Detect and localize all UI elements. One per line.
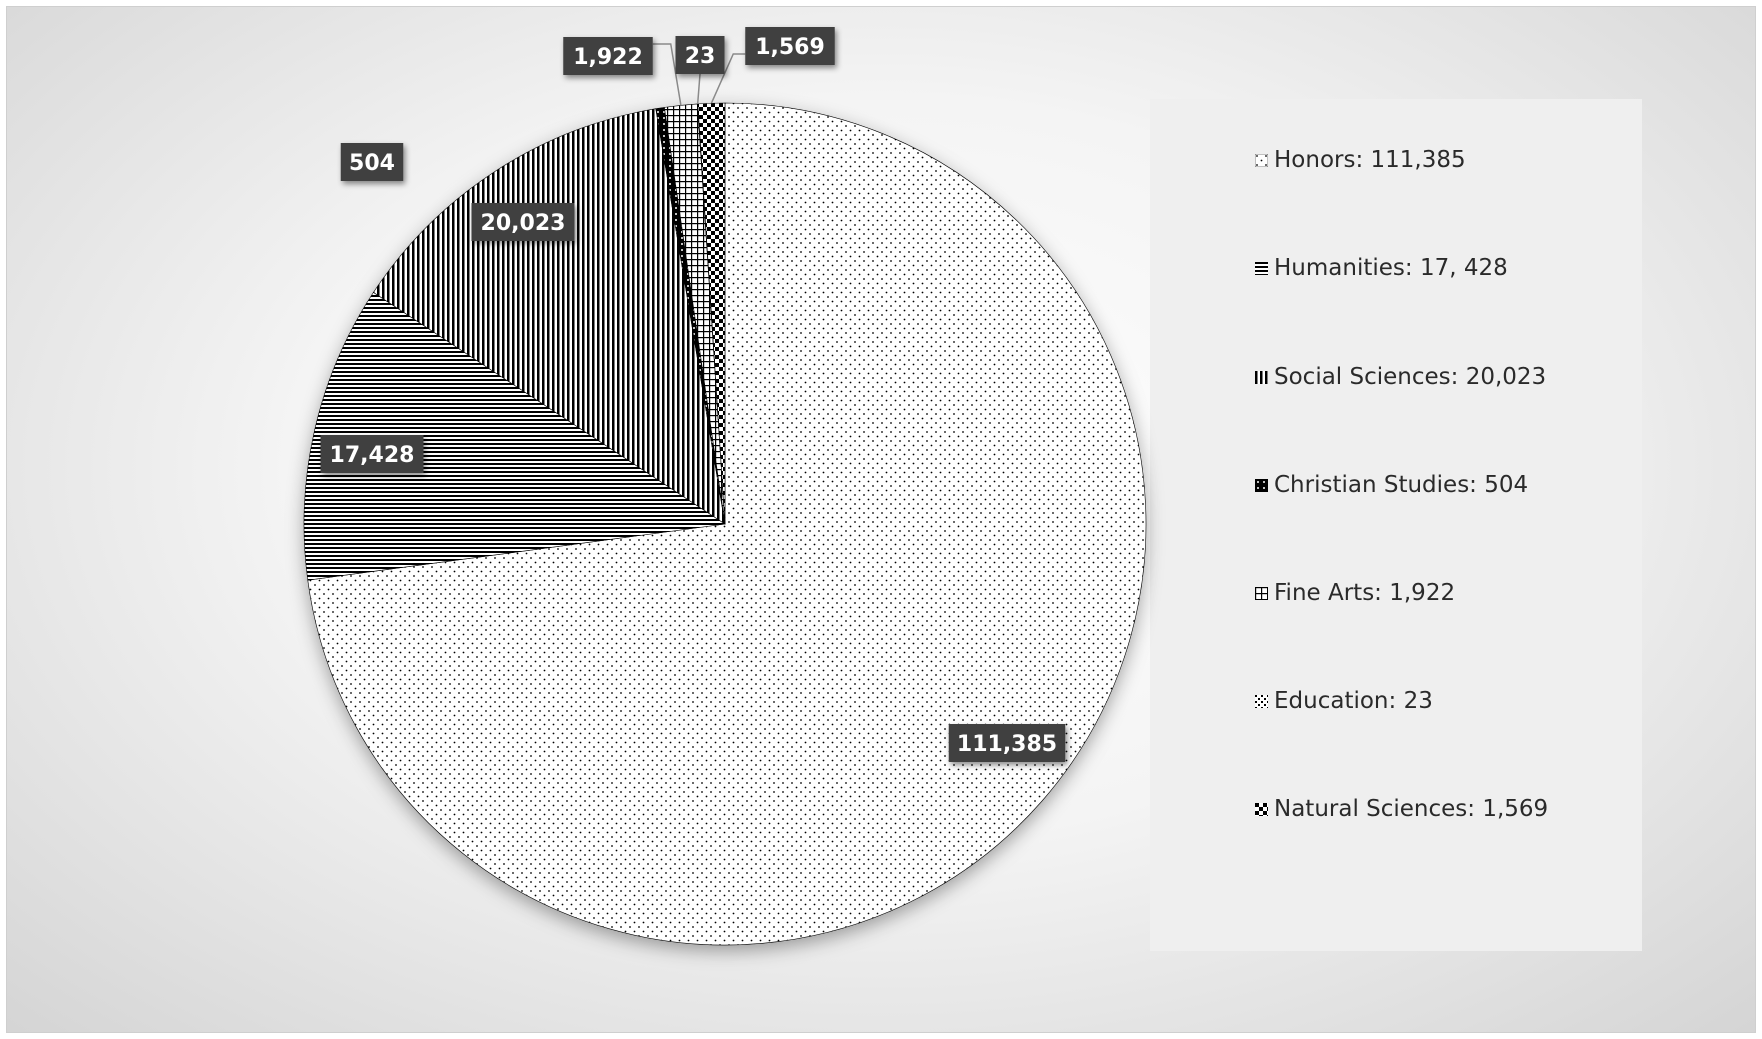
legend-key-honors: [1255, 153, 1268, 167]
legend-label: Fine Arts: 1,922: [1274, 580, 1456, 606]
pie-slice-humanities: [303, 291, 726, 581]
legend-key-humanities: [1255, 261, 1268, 275]
legend-key-fine-arts: [1255, 586, 1268, 600]
data-label-box: [340, 143, 404, 181]
legend: Honors: 111,385 Humanities: 17, 428 Soci…: [1150, 99, 1642, 951]
data-label-humanities: 17,428: [320, 435, 424, 473]
data-label-box: [471, 203, 575, 241]
data-label-text: 23: [685, 44, 716, 69]
legend-key-education: [1255, 694, 1268, 708]
legend-item-social-sciences: Social Sciences: 20,023: [1255, 362, 1546, 392]
data-label-fine-arts: 1,922: [563, 37, 653, 75]
legend-item-christian-studies: Christian Studies: 504: [1255, 470, 1528, 500]
legend-item-fine-arts: Fine Arts: 1,922: [1255, 578, 1455, 608]
legend-label: Education: 23: [1274, 688, 1433, 714]
data-label-natural-sciences: 1,569: [745, 27, 835, 65]
data-label-social-sciences: 20,023: [471, 203, 575, 241]
data-label-text: 504: [349, 151, 395, 176]
data-label-text: 17,428: [330, 443, 415, 468]
chart-area: Honors: 111,385 Humanities: 17, 428 Soci…: [6, 6, 1756, 1033]
data-label-text: 111,385: [957, 732, 1057, 757]
pie-slice-honors: [307, 102, 1147, 946]
legend-item-honors: Honors: 111,385: [1255, 145, 1466, 175]
data-label-box: [320, 435, 424, 473]
legend-label: Humanities: 17, 428: [1274, 255, 1508, 281]
data-label-box: [745, 27, 835, 65]
data-label-box: [948, 724, 1066, 762]
data-label-box: [675, 36, 725, 74]
data-label-text: 1,922: [573, 45, 643, 70]
legend-label: Honors: 111,385: [1274, 147, 1466, 173]
legend-label: Christian Studies: 504: [1274, 472, 1529, 498]
pie-chart: 111,385 17,428 20,023 504 1,922 23 1,569: [303, 27, 1147, 946]
legend-item-humanities: Humanities: 17, 428: [1255, 253, 1508, 283]
data-label-box: [563, 37, 653, 75]
legend-key-christian-studies: [1255, 478, 1268, 492]
legend-item-natural-sciences: Natural Sciences: 1,569: [1255, 794, 1548, 824]
data-label-text: 20,023: [481, 211, 566, 236]
leader-line: [710, 53, 746, 104]
leader-line: [652, 43, 682, 106]
pie-slice-social-sciences: [373, 108, 726, 525]
legend-key-social-sciences: [1255, 370, 1268, 384]
legend-item-education: Education: 23: [1255, 686, 1433, 716]
legend-label: Social Sciences: 20,023: [1274, 364, 1547, 390]
data-label-text: 1,569: [755, 35, 825, 60]
data-label-honors: 111,385: [948, 724, 1066, 762]
data-label-education: 23: [675, 36, 725, 74]
data-label-christian-studies: 504: [340, 143, 404, 181]
legend-key-natural-sciences: [1255, 802, 1268, 816]
leader-line: [696, 73, 701, 104]
legend-label: Natural Sciences: 1,569: [1274, 796, 1549, 822]
